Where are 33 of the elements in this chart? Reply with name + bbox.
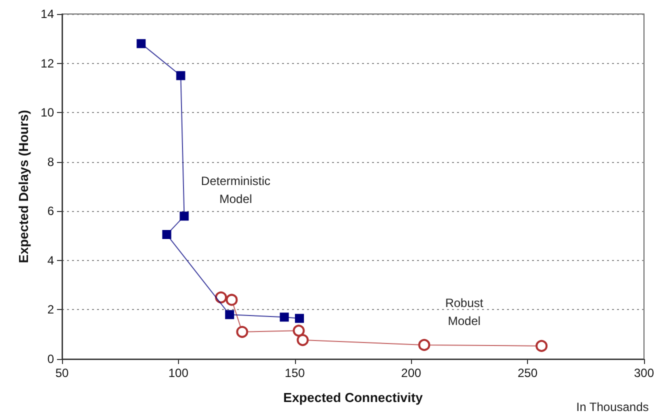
y-tick-label: 2 [47,302,54,317]
point [215,291,227,304]
y-axis-title: Expected Delays (Hours) [16,110,31,264]
y-tick-label: 0 [47,352,54,366]
y-tick-label: 4 [47,253,54,268]
x-tick-label: 150 [284,366,306,380]
y-tick-label: 14 [40,7,54,21]
point [536,340,548,352]
point [226,294,238,306]
text: In Thousands [576,400,649,414]
point [280,312,289,322]
y-tick-label: 12 [40,56,54,70]
point [294,314,304,323]
series-label: Robust Model [445,296,484,328]
x-axis-title: Expected Connectivity [283,390,424,405]
point [136,39,146,48]
y-tick-label: 10 [40,106,54,120]
x-tick-label: 50 [55,366,69,380]
point [418,338,430,351]
y-tick-label: 8 [47,154,54,169]
point [296,334,309,346]
x-tick-label: 250 [518,366,538,380]
series-label: Deterministic Model [201,174,270,206]
point [176,71,186,80]
point [180,212,189,221]
y-tick-label: 6 [47,204,54,218]
point [236,326,248,338]
point [292,324,305,337]
x-tick-label: 100 [168,366,189,380]
x-tick-label: 300 [634,366,654,380]
point [225,310,234,320]
x-tick-label: 200 [401,366,422,380]
point [162,230,172,240]
